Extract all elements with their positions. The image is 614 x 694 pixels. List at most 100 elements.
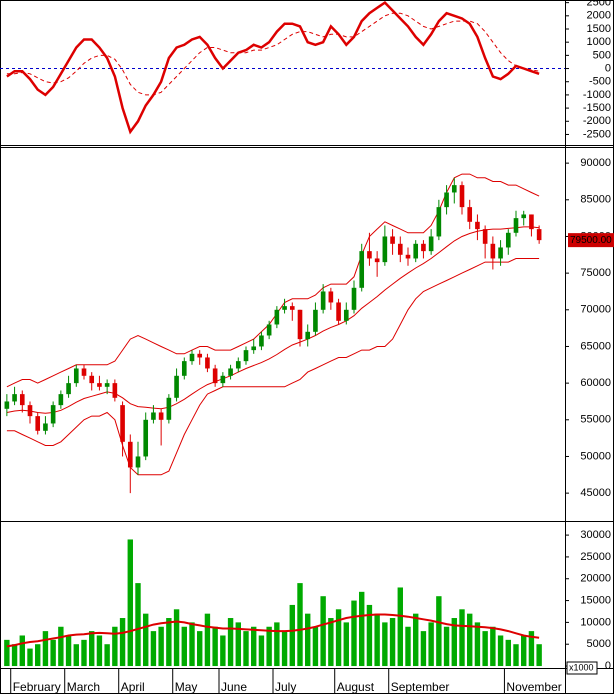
volume-bar	[420, 631, 427, 667]
x-tick-label: March	[67, 680, 100, 694]
x-tick-label: May	[175, 680, 198, 694]
candle-body	[43, 423, 48, 431]
volume-bar	[443, 626, 450, 667]
volume-bar	[289, 604, 295, 667]
x-tick-label: April	[121, 680, 145, 694]
volume-bar	[173, 609, 180, 667]
volume-bar	[281, 631, 288, 667]
volume-bar	[359, 591, 365, 667]
candle-body	[112, 383, 118, 398]
y-tick-label: 2500	[587, 0, 611, 9]
x-tick-label: July	[275, 680, 296, 694]
volume-bar	[212, 626, 218, 667]
candle-body	[197, 353, 203, 358]
candle-body	[459, 185, 465, 208]
volume-bar	[112, 626, 118, 667]
volume-bar	[143, 613, 149, 667]
candle-body	[444, 192, 449, 208]
y-tick-label: 45000	[580, 487, 611, 499]
volume-bar	[251, 626, 257, 667]
bollinger-band	[6, 258, 540, 476]
candle-body	[228, 368, 233, 376]
candle-body	[428, 236, 434, 252]
volume-bar	[436, 596, 442, 667]
candle-body	[513, 218, 519, 233]
volume-bar	[320, 596, 326, 667]
volume-bar	[50, 639, 56, 667]
volume-bar	[119, 618, 126, 667]
volume-bar	[528, 631, 535, 667]
volume-bar	[181, 626, 187, 667]
volume-bar	[197, 631, 203, 667]
candle-body	[367, 251, 372, 259]
bollinger-band	[6, 226, 540, 414]
volume-bar	[166, 618, 172, 667]
candle-body	[66, 383, 71, 395]
y-tick-label: 90000	[580, 157, 611, 169]
y-tick-label: 15000	[580, 594, 611, 606]
volume-bar	[42, 631, 49, 667]
volume-bar	[27, 648, 33, 667]
y-tick-label: -1000	[583, 89, 611, 101]
candle-body	[421, 243, 426, 252]
y-tick-label: 1500	[587, 23, 611, 35]
candle-body	[274, 309, 280, 325]
candle-body	[4, 401, 10, 409]
volume-bar	[189, 622, 195, 667]
volume-bar	[266, 626, 272, 667]
candle-body	[243, 350, 249, 362]
candle-body	[35, 416, 41, 431]
candle-body	[475, 221, 480, 230]
last-price-box	[568, 233, 614, 248]
candle-body	[343, 309, 349, 321]
volume-bar	[127, 539, 133, 667]
volume-bar	[328, 618, 334, 667]
volume-bar	[73, 644, 79, 667]
volume-bar	[467, 613, 473, 667]
volume-bar	[19, 635, 25, 667]
candle-body	[390, 236, 395, 244]
candle-body	[297, 309, 303, 340]
y-tick-label: 55000	[580, 414, 611, 426]
volume-bar	[413, 613, 419, 667]
candle-body	[58, 394, 64, 406]
y-tick-label: 60000	[580, 377, 611, 389]
y-tick-label: 0	[605, 62, 611, 74]
volume-bar	[81, 639, 87, 667]
candle-body	[490, 243, 496, 259]
candle-body	[521, 214, 527, 219]
y-tick-label: 70000	[580, 304, 611, 316]
volume-bar	[258, 635, 265, 667]
volume-bar	[451, 618, 457, 667]
volume-bar	[204, 613, 211, 667]
y-tick-label: 500	[593, 49, 611, 61]
candle-body	[328, 291, 334, 303]
macd-line	[6, 12, 540, 96]
candle-body	[282, 306, 287, 310]
volume-bar	[374, 613, 380, 667]
candle-body	[413, 243, 419, 259]
volume-bar	[521, 635, 527, 667]
volume-bar	[150, 631, 157, 667]
y-tick-label: -1500	[583, 102, 611, 114]
x-tick-label: June	[221, 680, 247, 694]
x-tick-label: August	[337, 680, 375, 694]
candle-body	[251, 346, 257, 351]
volume-bar	[366, 604, 373, 667]
unit-box	[566, 661, 598, 675]
candle-body	[81, 368, 87, 376]
candle-body	[158, 412, 164, 420]
candle-body	[266, 324, 272, 336]
volume-bar	[89, 631, 95, 667]
candle-body	[97, 383, 102, 387]
volume-bar	[405, 626, 411, 667]
candle-body	[104, 383, 110, 387]
volume-bar	[513, 644, 519, 667]
bollinger-band	[6, 173, 540, 388]
candle-body	[27, 405, 33, 417]
volume-bar	[227, 618, 234, 667]
volume-bar	[497, 635, 504, 667]
candle-body	[536, 229, 542, 241]
volume-bar	[65, 635, 72, 667]
candle-body	[127, 441, 133, 468]
